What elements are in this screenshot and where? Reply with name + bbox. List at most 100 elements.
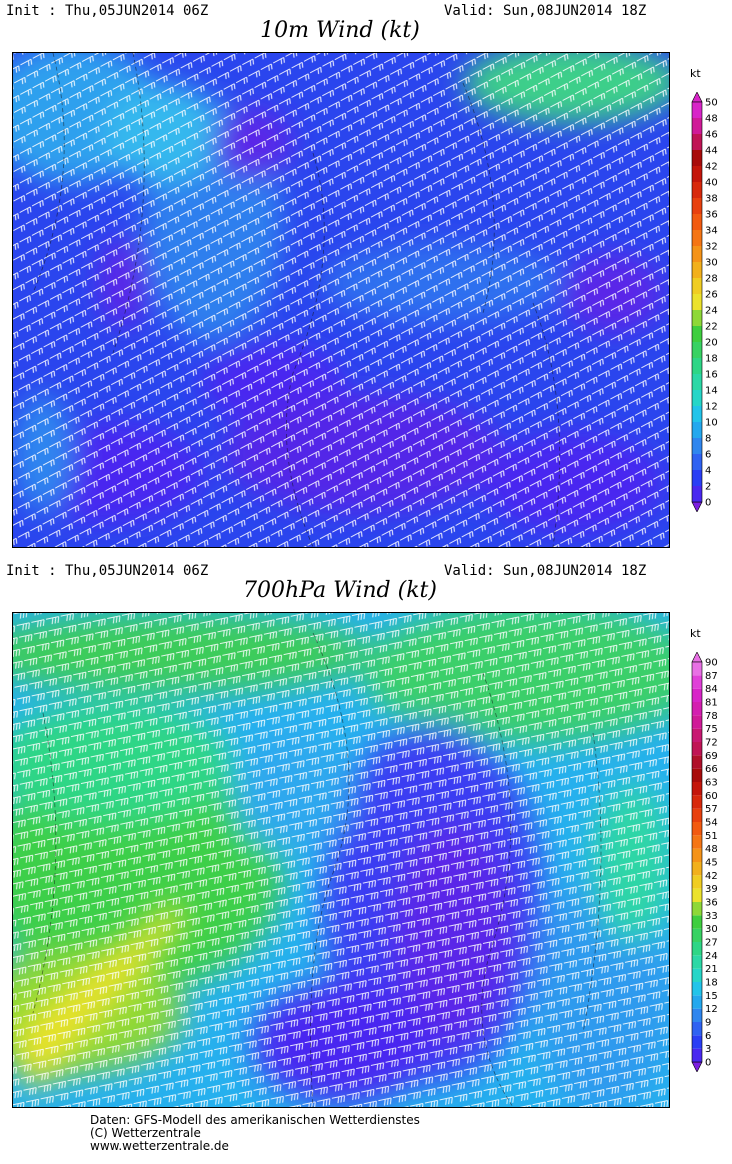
bottom-colorbar-tick-label: 21 [705, 964, 718, 975]
top-colorbar-tick-label: 22 [705, 322, 718, 333]
bottom-colorbar-tick-label: 27 [705, 938, 718, 949]
bottom-wind-map [12, 612, 670, 1108]
top-wind-field [13, 53, 669, 547]
bottom-colorbar-tick-label: 54 [705, 818, 718, 829]
bottom-wind-field [13, 613, 669, 1107]
data-source-line: Daten: GFS-Modell des amerikanischen Wet… [90, 1113, 420, 1127]
top-colorbar-tick-label: 34 [705, 226, 718, 237]
top-unit-label: kt [690, 67, 701, 80]
bottom-init-time: Init : Thu,05JUN2014 06Z [6, 563, 209, 579]
bottom-colorbar-swatch [692, 888, 702, 902]
bottom-colorbar-swatch [692, 742, 702, 756]
top-colorbar-tick-label: 8 [705, 434, 711, 445]
top-colorbar-tick-label: 2 [705, 482, 711, 493]
top-colorbar-tick-label: 30 [705, 258, 718, 269]
top-colorbar-tick-label: 6 [705, 450, 711, 461]
top-colorbar-swatch [692, 358, 702, 374]
top-colorbar-tick-label: 18 [705, 354, 718, 365]
top-colorbar-swatch [692, 230, 702, 246]
bottom-colorbar-swatch [692, 1008, 702, 1022]
top-colorbar-frame [691, 101, 703, 503]
data-source-footer: Daten: GFS-Modell des amerikanischen Wet… [90, 1114, 420, 1153]
bottom-colorbar-tick-label: 87 [705, 671, 718, 682]
top-colorbar-tick-label: 20 [705, 338, 718, 349]
top-colorbar-swatch [692, 150, 702, 166]
bottom-colorbar-swatch [692, 795, 702, 809]
top-colorbar-tick-label: 14 [705, 386, 718, 397]
bottom-colorbar-swatch [692, 822, 702, 836]
top-colorbar-swatch [692, 454, 702, 470]
top-colorbar-swatch [692, 326, 702, 342]
bottom-colorbar-swatch [692, 862, 702, 876]
bottom-colorbar-swatch [692, 835, 702, 849]
bottom-colorbar-swatch [692, 902, 702, 916]
bottom-colorbar-tick-label: 81 [705, 698, 718, 709]
bottom-colorbar-swatch [692, 1022, 702, 1036]
top-colorbar-swatch [692, 134, 702, 150]
top-colorbar-tick-label: 10 [705, 418, 718, 429]
top-colorbar-swatch [692, 310, 702, 326]
bottom-colorbar-max-arrow [691, 652, 703, 663]
bottom-colorbar-swatch [692, 982, 702, 996]
bottom-colorbar-tick-label: 6 [705, 1031, 711, 1042]
bottom-colorbar-tick-label: 60 [705, 791, 718, 802]
bottom-colorbar-swatch [692, 875, 702, 889]
bottom-valid-time: Valid: Sun,08JUN2014 18Z [444, 563, 647, 579]
bottom-colorbar-tick-label: 18 [705, 978, 718, 989]
bottom-unit-label: kt [690, 627, 701, 640]
top-colorbar-swatch [692, 294, 702, 310]
bottom-colorbar-tick-label: 42 [705, 871, 718, 882]
website-link[interactable]: www.wetterzentrale.de [90, 1139, 229, 1153]
bottom-colorbar-swatch [692, 702, 702, 716]
top-colorbar-tick-label: 46 [705, 130, 718, 141]
top-colorbar-swatch [692, 486, 702, 502]
bottom-colorbar-tick-label: 9 [705, 1018, 711, 1029]
bottom-colorbar-min-arrow [691, 1061, 703, 1072]
top-colorbar-swatch [692, 470, 702, 486]
top-colorbar: 0246810121416182022242628303234363840424… [691, 92, 718, 512]
bottom-colorbar-tick-label: 39 [705, 884, 718, 895]
bottom-colorbar-swatch [692, 808, 702, 822]
top-colorbar-swatch [692, 102, 702, 118]
bottom-colorbar-tick-label: 63 [705, 778, 718, 789]
top-colorbar-tick-label: 38 [705, 194, 718, 205]
top-colorbar-swatch [692, 166, 702, 182]
bottom-colorbar-swatch [692, 728, 702, 742]
bottom-colorbar-tick-label: 51 [705, 831, 718, 842]
bottom-colorbar-tick-label: 3 [705, 1044, 711, 1055]
bottom-colorbar-tick-label: 15 [705, 991, 718, 1002]
bottom-colorbar-swatch [692, 942, 702, 956]
bottom-map-title: 700hPa Wind (kt) [243, 578, 437, 603]
bottom-colorbar-tick-label: 12 [705, 1004, 718, 1015]
bottom-colorbar-swatch [692, 768, 702, 782]
bottom-colorbar-tick-label: 57 [705, 804, 718, 815]
bottom-colorbar-tick-label: 30 [705, 924, 718, 935]
bottom-colorbar-swatch [692, 715, 702, 729]
bottom-colorbar-swatch [692, 1035, 702, 1049]
top-colorbar-tick-label: 44 [705, 146, 718, 157]
bottom-colorbar: 0369121518212427303336394245485154576063… [691, 652, 718, 1072]
top-colorbar-swatch [692, 182, 702, 198]
bottom-colorbar-swatch [692, 688, 702, 702]
top-colorbar-swatch [692, 214, 702, 230]
top-colorbar-swatch [692, 278, 702, 294]
top-colorbar-swatch [692, 118, 702, 134]
bottom-colorbar-swatch [692, 955, 702, 969]
top-colorbar-tick-label: 16 [705, 370, 718, 381]
top-colorbar-swatch [692, 406, 702, 422]
top-colorbar-min-arrow [691, 501, 703, 512]
top-colorbar-tick-label: 26 [705, 290, 718, 301]
top-colorbar-swatch [692, 390, 702, 406]
top-wind-map [12, 52, 670, 548]
bottom-colorbar-swatch [692, 915, 702, 929]
top-colorbar-tick-label: 50 [705, 98, 718, 109]
bottom-colorbar-swatch [692, 848, 702, 862]
copyright-line: (C) Wetterzentrale [90, 1126, 201, 1140]
top-colorbar-swatch [692, 438, 702, 454]
bottom-colorbar-swatch [692, 968, 702, 982]
bottom-colorbar-tick-label: 84 [705, 684, 718, 695]
top-colorbar-tick-label: 28 [705, 274, 718, 285]
top-colorbar-swatch [692, 342, 702, 358]
bottom-colorbar-swatch [692, 1048, 702, 1062]
top-colorbar-tick-label: 12 [705, 402, 718, 413]
